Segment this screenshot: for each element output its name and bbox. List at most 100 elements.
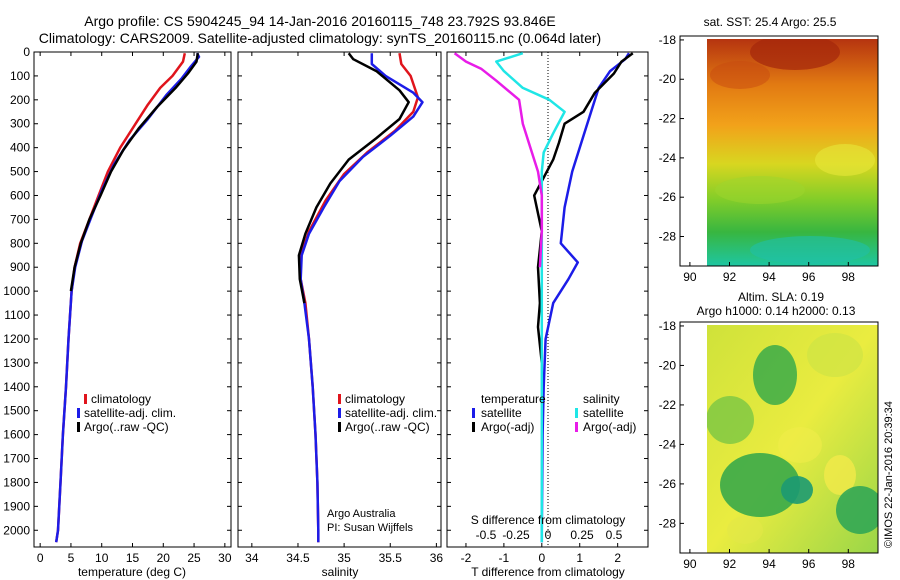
depth-tick-label: 100 — [10, 69, 30, 83]
lon-tick-label: 96 — [802, 270, 816, 284]
x-tick-label: -1 — [499, 551, 510, 565]
salinity-legend: climatology satellite-adj. clim. Argo(..… — [338, 392, 437, 434]
x-tick-label: 0 — [538, 551, 545, 565]
depth-tick-label: 500 — [10, 165, 30, 179]
x-tick-label: 35.5 — [379, 551, 403, 565]
lat-tick-label: -18 — [659, 33, 677, 47]
legend-title-temperature: temperature — [481, 392, 546, 406]
temperature-series — [54, 52, 201, 543]
legend-label-satellite-adj: satellite-adj. clim. — [345, 406, 437, 420]
legend-swatch-s-satellite — [575, 408, 578, 418]
temperature-panel: 0100200300400500600700800900100011001200… — [3, 45, 232, 579]
sla-map-frame — [679, 321, 879, 554]
x-tick-label: 5 — [68, 551, 75, 565]
legend-label-climatology: climatology — [91, 392, 151, 406]
lat-tick-label: -28 — [659, 230, 677, 244]
depth-tick-label: 0 — [23, 45, 30, 59]
depth-tick-label: 1200 — [3, 332, 30, 346]
credit-line-1: Argo Australia — [327, 508, 396, 520]
depth-tick-label: 1600 — [3, 428, 30, 442]
temperature-argo-adj-line — [532, 52, 634, 364]
temperature-legend: climatology satellite-adj. clim. Argo(..… — [77, 392, 176, 434]
depth-tick-label: 1900 — [3, 499, 30, 513]
difference-series — [453, 52, 634, 543]
depth-tick-label: 1100 — [4, 308, 30, 322]
x-tick-label: 30 — [218, 551, 232, 565]
s-tick-label: 0.25 — [570, 528, 594, 542]
depth-tick-label: 1700 — [3, 452, 30, 466]
depth-tick-label: 1500 — [3, 404, 30, 418]
sla-map-panel: Altim. SLA: 0.19 Argo h1000: 0.14 h2000:… — [659, 290, 879, 571]
argo-raw-qc-line — [69, 53, 200, 292]
legend-label-argo: Argo(..raw -QC) — [84, 420, 169, 434]
x-tick-label: 20 — [157, 551, 171, 565]
temperature-satellite-line — [540, 52, 631, 543]
legend-label-t-argo: Argo(-adj) — [481, 420, 534, 434]
depth-axis: 0 100 200 300 400 500 600 700 800 900 1000 1100 1200… — [3, 45, 231, 537]
s-tick-label: 0.5 — [606, 528, 623, 542]
legend-label-s-argo: Argo(-adj) — [583, 420, 636, 434]
depth-tick-label: 1300 — [3, 356, 30, 370]
depth-tick-label: 1000 — [3, 284, 30, 298]
lon-tick-label: 92 — [723, 270, 737, 284]
sla-heatmap-texture — [707, 333, 878, 544]
x-tick-label: 36 — [430, 551, 444, 565]
lat-tick-label: -26 — [659, 477, 677, 491]
lat-tick-label: -20 — [659, 358, 677, 372]
depth-tick-label: 900 — [10, 260, 30, 274]
legend-swatch-t-satellite — [472, 408, 475, 418]
difference-panel: -2 -1 0 1 2 temperature salinity satellite A… — [446, 51, 649, 579]
legend-swatch-s-argo — [575, 422, 578, 432]
depth-tick-label: 400 — [10, 141, 30, 155]
sst-map-axes: 90 92 94 96 98 -28 -26 -24 -22 -20 -18 — [659, 33, 856, 284]
x-tick-label: 10 — [95, 551, 109, 565]
depth-tick-label: 700 — [10, 212, 30, 226]
depth-tick-label: 600 — [10, 188, 30, 202]
legend-swatch-argo — [77, 422, 80, 432]
depth-tick-label: 800 — [10, 236, 30, 250]
sla-map-title: Altim. SLA: 0.19 — [738, 290, 824, 304]
x-tick-label: 1 — [576, 551, 583, 565]
lon-tick-label: 98 — [842, 270, 856, 284]
lat-tick-label: -24 — [659, 437, 677, 451]
s-tick-label: 0 — [545, 528, 552, 542]
lat-tick-label: -24 — [659, 151, 677, 165]
x-tick-label: 0 — [37, 551, 44, 565]
s-tick-label: -0.5 — [476, 528, 497, 542]
depth-tick-label: 1800 — [3, 475, 30, 489]
legend-label-argo: Argo(..raw -QC) — [345, 420, 430, 434]
salinity-argo-adj-line — [453, 52, 544, 268]
x-tick-label: 25 — [187, 551, 201, 565]
lon-tick-label: 92 — [723, 557, 737, 571]
lon-tick-label: 98 — [842, 557, 856, 571]
s-difference-axis: -0.5 -0.25 0 0.25 0.5 — [476, 528, 623, 542]
legend-label-satellite-adj: satellite-adj. clim. — [84, 406, 176, 420]
credit-line-2: PI: Susan Wijffels — [327, 522, 413, 534]
argo-raw-qc-line — [297, 52, 410, 304]
temperature-axis: 0 5 10 15 20 25 30 — [37, 52, 232, 565]
satellite-adj-clim-line — [54, 52, 201, 543]
s-difference-axis-label: S difference from climatology — [471, 513, 626, 527]
salinity-plot-frame — [237, 51, 442, 548]
salinity-series — [297, 52, 424, 543]
legend-swatch-satellite-adj — [338, 408, 341, 418]
salinity-axis-label: salinity — [322, 565, 359, 579]
legend-swatch-argo — [338, 422, 341, 432]
depth-tick-label: 200 — [10, 93, 30, 107]
legend-swatch-climatology — [338, 394, 341, 404]
s-tick-label: -0.25 — [502, 528, 530, 542]
lon-tick-label: 96 — [802, 557, 816, 571]
imos-timestamp: ©IMOS 22-Jan-2016 20:39:34 — [883, 401, 895, 548]
x-tick-label: 34 — [245, 551, 259, 565]
salinity-depth-ticks — [238, 51, 441, 531]
sla-map-axes: 90 92 94 96 98 -28 -26 -24 -22 -20 -18 — [659, 319, 856, 571]
sst-heatmap-texture — [710, 39, 875, 264]
sla-map-subtitle: Argo h1000: 0.14 h2000: 0.13 — [697, 304, 856, 318]
x-tick-label: 2 — [614, 551, 621, 565]
salinity-satellite-line — [495, 52, 566, 543]
x-tick-label: -2 — [461, 551, 472, 565]
figure-title-line-1: Argo profile: CS 5904245_94 14-Jan-2016 … — [84, 13, 556, 29]
difference-depth-ticks — [447, 51, 648, 531]
difference-legend: temperature salinity satellite Argo(-adj… — [472, 392, 636, 434]
